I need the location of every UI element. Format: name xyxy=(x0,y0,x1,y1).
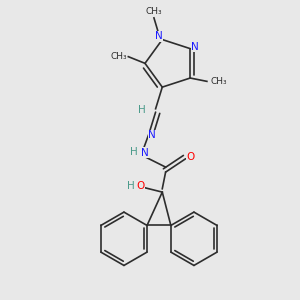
Text: CH₃: CH₃ xyxy=(210,77,227,86)
Text: N: N xyxy=(155,31,163,41)
Text: H: H xyxy=(130,147,138,157)
Text: N: N xyxy=(148,130,156,140)
Text: H: H xyxy=(128,181,135,191)
Text: H: H xyxy=(138,105,146,116)
Text: CH₃: CH₃ xyxy=(110,52,127,61)
Text: N: N xyxy=(141,148,149,158)
Text: O: O xyxy=(187,152,195,162)
Text: N: N xyxy=(191,42,199,52)
Text: CH₃: CH₃ xyxy=(146,7,162,16)
Text: O: O xyxy=(136,181,145,191)
